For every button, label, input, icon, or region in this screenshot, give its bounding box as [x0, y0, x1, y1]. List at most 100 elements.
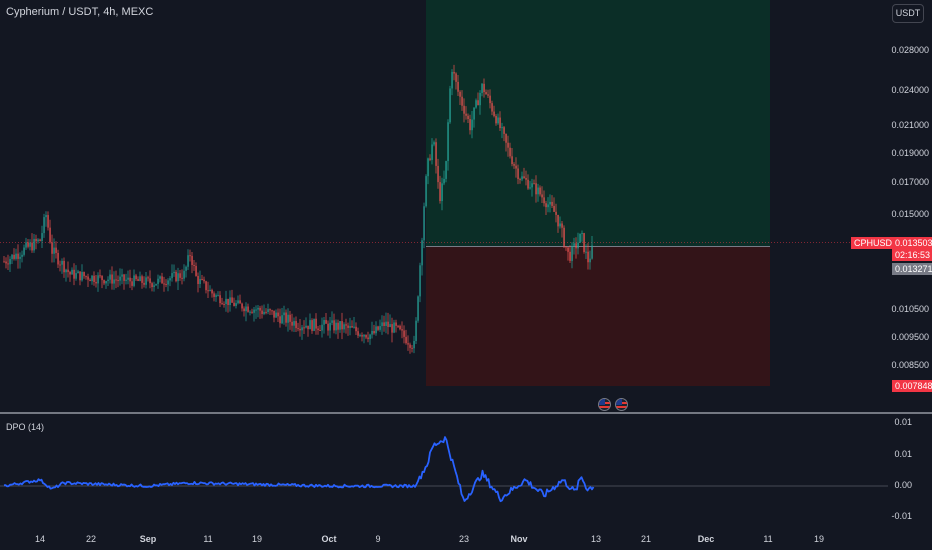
price-axis-label: 0.024000 — [891, 85, 929, 95]
candle-body — [279, 316, 281, 324]
candle-body — [225, 298, 227, 305]
candle-body — [533, 183, 535, 185]
candle-body — [151, 283, 153, 288]
candle-body — [159, 276, 161, 279]
candle-body — [83, 271, 85, 277]
candle-body — [37, 239, 39, 242]
candle-body — [373, 330, 375, 334]
time-axis-label: Oct — [321, 534, 337, 544]
candle-body — [539, 187, 541, 195]
candle-body — [305, 325, 307, 328]
candle-body — [285, 312, 287, 323]
candle-body — [341, 321, 343, 330]
candle-body — [541, 194, 543, 198]
candle-body — [577, 242, 579, 249]
candle-body — [313, 318, 315, 331]
candle-body — [395, 322, 397, 326]
candle-body — [437, 165, 439, 183]
symbol-title[interactable]: Cypherium / USDT, 4h, MEXC — [6, 6, 154, 18]
candle-body — [359, 335, 361, 337]
candle-body — [401, 329, 403, 331]
candle-body — [371, 330, 373, 335]
candle-body — [125, 279, 127, 281]
candle-body — [487, 94, 489, 96]
us-flag-event-icon[interactable] — [598, 398, 611, 411]
candle-body — [507, 142, 509, 148]
candle-body — [329, 322, 331, 331]
candle-body — [197, 275, 199, 285]
time-axis-label: 23 — [458, 534, 470, 544]
candle-body — [475, 100, 477, 108]
candle-body — [311, 320, 313, 331]
candle-body — [443, 178, 445, 184]
candle-body — [69, 272, 71, 275]
us-flag-event-icon[interactable] — [615, 398, 628, 411]
candle-body — [369, 334, 371, 340]
candle-body — [17, 253, 19, 259]
candle-body — [521, 176, 523, 180]
candle-body — [269, 309, 271, 311]
candle-body — [257, 307, 259, 310]
time-axis-label: 13 — [590, 534, 602, 544]
candle-body — [209, 289, 211, 291]
candle-body — [91, 275, 93, 282]
candle-body — [557, 214, 559, 227]
time-axis-label: 21 — [640, 534, 652, 544]
candle-body — [433, 142, 435, 145]
price-axis-label: 0.019000 — [891, 148, 929, 158]
candle-body — [523, 176, 525, 179]
currency-button[interactable]: USDT — [892, 4, 924, 23]
candle-body — [571, 245, 573, 261]
candle-body — [21, 254, 23, 257]
candle-body — [207, 290, 209, 292]
candle-body — [547, 204, 549, 208]
candle-body — [191, 255, 193, 266]
candle-body — [455, 73, 457, 82]
candle-body — [43, 217, 45, 234]
candle-body — [39, 239, 41, 241]
price-axis-label: 0.010500 — [891, 304, 929, 314]
candle-body — [227, 298, 229, 306]
candle-body — [451, 71, 453, 89]
candle-body — [235, 303, 237, 306]
profit-zone[interactable] — [426, 0, 770, 246]
candle-body — [425, 176, 427, 207]
candle-body — [573, 243, 575, 246]
candle-body — [55, 247, 57, 253]
time-axis-label: Sep — [139, 534, 157, 544]
symbol-tag: CPHUSDT — [851, 237, 901, 249]
candle-body — [177, 273, 179, 282]
candle-body — [465, 113, 467, 116]
candle-body — [67, 269, 69, 273]
indicator-title[interactable]: DPO (14) — [6, 422, 45, 432]
last-price-tag: 0.013503 — [892, 237, 932, 249]
candle-body — [231, 297, 233, 303]
candle-body — [165, 283, 167, 285]
candle-body — [333, 320, 335, 331]
candle-body — [63, 260, 65, 273]
candle-body — [537, 187, 539, 195]
candle-body — [193, 265, 195, 267]
candle-body — [321, 324, 323, 331]
candle-body — [19, 256, 21, 259]
candle-body — [343, 324, 345, 330]
candle-body — [155, 283, 157, 286]
candle-body — [217, 295, 219, 297]
candle-body — [481, 83, 483, 93]
candle-body — [149, 278, 151, 284]
candle-body — [33, 238, 35, 251]
candle-body — [97, 275, 99, 284]
price-axis-label: 0.028000 — [891, 45, 929, 55]
candle-body — [171, 273, 173, 279]
candle-body — [365, 334, 367, 338]
candle-body — [201, 278, 203, 280]
candle-body — [265, 311, 267, 313]
indicator-axis-label: 0.01 — [894, 449, 912, 459]
candle-body — [293, 321, 295, 326]
candle-body — [101, 275, 103, 281]
candle-body — [513, 164, 515, 166]
candle-body — [219, 295, 221, 304]
loss-zone[interactable] — [426, 247, 770, 386]
candle-body — [249, 311, 251, 313]
